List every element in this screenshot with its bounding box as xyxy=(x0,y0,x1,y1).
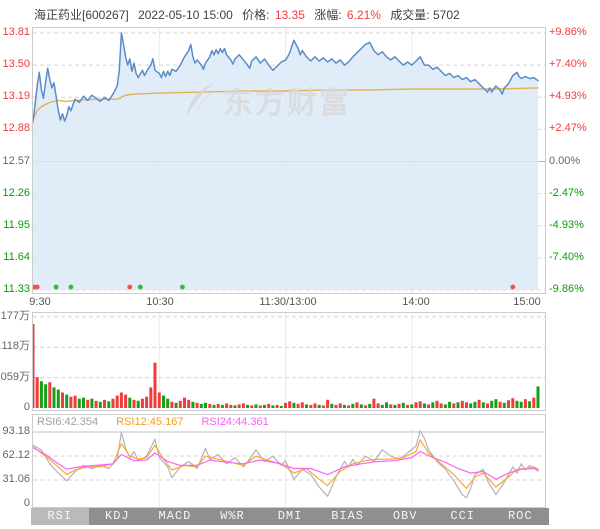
percent-tick-label: +4.93% xyxy=(549,90,587,103)
volume-label: 成交量: xyxy=(390,8,430,22)
rsi-legend-item: RSI12:45.167 xyxy=(116,416,184,428)
rsi-tick-label: 62.12 xyxy=(2,449,30,461)
rsi-tick-label: 31.06 xyxy=(2,473,30,485)
volume-chart-panel[interactable] xyxy=(32,312,546,411)
tab-bias[interactable]: BIAS xyxy=(331,509,364,523)
time-tick-label: 14:00 xyxy=(402,296,430,308)
price-tick-label: 13.81 xyxy=(2,26,30,38)
percent-tick-label: -7.40% xyxy=(549,250,584,263)
price-label: 价格: xyxy=(242,8,270,22)
time-tick-label: 11:30/13:00 xyxy=(259,296,317,308)
time-axis: 9:30 10:30 11:30/13:00 14:00 15:00 xyxy=(0,295,600,310)
percent-tick-label: -9.86% xyxy=(549,283,584,295)
price-tick-label: 11.33 xyxy=(3,283,30,295)
price-tick-label: 12.26 xyxy=(2,186,30,199)
tab-wr[interactable]: W%R xyxy=(220,509,245,523)
tab-macd[interactable]: MACD xyxy=(158,509,192,523)
change-label: 涨幅: xyxy=(314,8,342,22)
percent-axis-right: +9.86% +7.40% +4.93% +2.47% 0.00% -2.47% -4.93… xyxy=(549,0,599,300)
rsi-legend-item: RSI6:42.354 xyxy=(37,416,99,428)
volume-tick-label: .059万 xyxy=(0,370,30,383)
price-tick-label: 13.19 xyxy=(2,90,30,103)
price-chart-panel[interactable]: 东方财富 xyxy=(32,27,546,294)
percent-tick-label: 0.00% xyxy=(549,154,581,167)
price-value: 13.35 xyxy=(274,8,305,22)
rsi-legend: RSI6:42.354 RSI12:45.167 RSI24:44.361 xyxy=(37,416,287,428)
rsi-tick-label: 93.18 xyxy=(2,425,30,437)
rsi-axis: 93.18 62.12 31.06 0 xyxy=(0,414,30,509)
tab-kdj[interactable]: KDJ xyxy=(105,509,130,523)
percent-tick-label: +2.47% xyxy=(549,122,587,135)
percent-tick-label: -2.47% xyxy=(549,186,584,199)
volume-value: 5702 xyxy=(432,8,460,22)
tab-obv[interactable]: OBV xyxy=(392,509,418,523)
price-tick-label: 12.88 xyxy=(2,122,30,135)
price-tick-label: 11.95 xyxy=(3,218,30,231)
time-tick-label: 10:30 xyxy=(146,296,174,308)
price-tick-label: 11.64 xyxy=(3,250,30,263)
indicator-tabs: RSI KDJ MACD W%R DMI BIAS OBV CCI ROC xyxy=(31,508,549,525)
rsi-tick-label: 0 xyxy=(23,497,30,509)
change-value: 6.21% xyxy=(346,8,381,22)
tab-rsi[interactable]: RSI xyxy=(31,508,89,525)
volume-tick-label: 0 xyxy=(23,401,30,413)
volume-axis: .177万 .118万 .059万 0 xyxy=(0,309,30,413)
tab-cci[interactable]: CCI xyxy=(450,509,476,523)
price-axis-left: 13.81 13.50 13.19 12.88 12.57 12.26 11.95 11.64… xyxy=(0,0,30,300)
header-bar: 海正药业[600267] 2022-05-10 15:00 价格: 13.35 … xyxy=(34,6,466,22)
stock-title: 海正药业[600267] xyxy=(34,8,129,22)
volume-tick-label: .118万 xyxy=(0,340,30,353)
rsi-legend-item: RSI24:44.361 xyxy=(201,416,269,428)
price-tick-label: 13.50 xyxy=(2,58,30,71)
time-tick-label: 9:30 xyxy=(29,296,51,308)
time-tick-label: 15:00 xyxy=(513,296,541,308)
percent-tick-label: +7.40% xyxy=(549,58,587,71)
price-tick-label: 12.57 xyxy=(2,154,30,167)
volume-tick-label: .177万 xyxy=(0,309,30,322)
percent-tick-label: +9.86% xyxy=(549,26,587,38)
percent-tick-label: -4.93% xyxy=(549,218,584,231)
tab-roc[interactable]: ROC xyxy=(507,509,533,523)
tab-dmi[interactable]: DMI xyxy=(277,509,303,523)
header-datetime: 2022-05-10 15:00 xyxy=(138,8,233,22)
rsi-chart-panel[interactable]: RSI6:42.354 RSI12:45.167 RSI24:44.361 xyxy=(32,414,546,508)
